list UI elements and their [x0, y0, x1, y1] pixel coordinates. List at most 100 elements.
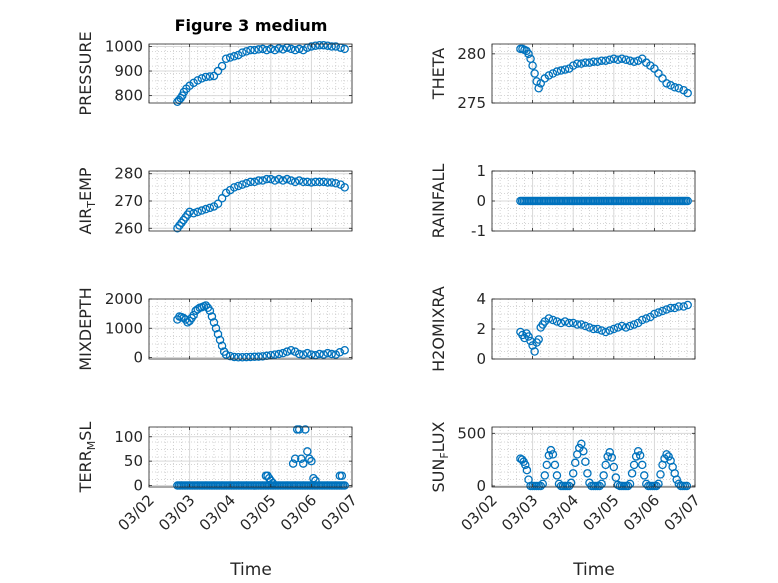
data-point [542, 460, 552, 470]
data-point [679, 302, 688, 311]
data-point [234, 181, 243, 191]
data-point [274, 174, 284, 184]
data-point [234, 352, 243, 362]
data-point [589, 324, 598, 334]
data-point [331, 179, 341, 188]
data-point [246, 177, 255, 187]
x-tick-label: 03/05 [579, 491, 622, 534]
x-tick-label: 03/06 [620, 491, 663, 534]
data-point [315, 349, 324, 359]
data-point [213, 329, 223, 339]
data-point [568, 61, 578, 70]
x-tick-label: 03/02 [115, 491, 158, 534]
y-axis-label: AIRTEMP [76, 167, 98, 234]
data-point [230, 183, 239, 192]
data-markers [516, 196, 692, 206]
data-point [201, 301, 211, 310]
data-point [327, 349, 336, 359]
data-point [609, 462, 619, 472]
data-point [593, 324, 602, 334]
data-point [674, 302, 684, 311]
data-point [301, 425, 310, 434]
data-point [286, 44, 296, 54]
data-point [319, 40, 328, 50]
y-tick-label: 800 [114, 87, 143, 105]
data-point [658, 74, 667, 83]
data-point [211, 324, 221, 333]
y-tick-label: 2 [476, 320, 486, 338]
data-point [536, 481, 545, 491]
data-point [568, 318, 578, 328]
data-point [635, 451, 645, 460]
data-markers [173, 301, 349, 362]
y-tick-label: 1 [476, 162, 486, 180]
data-point [230, 52, 239, 61]
data-point [290, 454, 300, 463]
data-point [633, 446, 643, 456]
data-point [258, 44, 267, 54]
data-point [662, 79, 671, 88]
data-point [323, 178, 332, 187]
x-tick-label: 03/04 [196, 491, 239, 534]
data-point [335, 348, 345, 357]
y-tick-label: 500 [457, 424, 486, 442]
data-point [311, 476, 320, 485]
data-point [666, 303, 675, 313]
data-point [656, 470, 665, 479]
data-point [601, 460, 610, 470]
data-point [583, 469, 592, 478]
data-point [189, 209, 198, 218]
data-point [605, 55, 614, 64]
y-tick-label: 1000 [105, 319, 143, 337]
subplot-rainfall: -1 0 1 RAINFALL [429, 162, 696, 240]
data-point [305, 454, 314, 463]
data-point [597, 479, 606, 489]
axes-frame [148, 426, 353, 488]
data-point [201, 204, 211, 214]
data-point [589, 57, 598, 66]
data-point [548, 450, 558, 459]
data-point [238, 48, 247, 57]
tick-marks [491, 427, 696, 487]
data-point [548, 69, 558, 78]
data-point [538, 479, 548, 489]
data-point [605, 448, 614, 457]
data-point [650, 64, 659, 73]
data-point [682, 481, 692, 491]
data-point [270, 350, 280, 359]
data-point [652, 481, 661, 491]
y-tick-label: 4 [476, 290, 486, 308]
x-tick-label: 03/05 [236, 491, 279, 534]
data-point [217, 341, 227, 351]
y-tick-label: 280 [114, 165, 143, 183]
y-tick-label: -1 [471, 222, 486, 240]
data-point [585, 323, 594, 332]
data-point [258, 176, 267, 185]
subplot-terr-msl: 0 50 100 TERRMSL 03/0203/0303/0403/0503/0603… [76, 422, 361, 535]
data-point [581, 58, 590, 67]
data-point [205, 306, 215, 315]
data-point [521, 460, 530, 470]
data-point [303, 447, 312, 456]
data-point [573, 59, 582, 68]
data-point [340, 481, 349, 490]
data-point [566, 478, 576, 488]
subplot-theta: 275 280 THETA [429, 43, 696, 112]
y-axis-label: SUNFLUX [429, 421, 451, 492]
data-point [246, 352, 255, 362]
y-tick-label: 2000 [105, 290, 143, 308]
data-point [266, 174, 276, 184]
data-point [617, 321, 627, 331]
data-point [597, 326, 606, 335]
data-point [337, 471, 347, 481]
data-point [250, 352, 259, 362]
data-point [613, 323, 623, 332]
y-axis-label: RAINFALL [429, 164, 448, 239]
figure-title: Figure 3 medium [175, 16, 328, 35]
data-point [617, 54, 627, 64]
data-point [238, 352, 247, 362]
data-point [331, 42, 341, 51]
data-point [290, 45, 300, 55]
data-point [282, 174, 292, 184]
